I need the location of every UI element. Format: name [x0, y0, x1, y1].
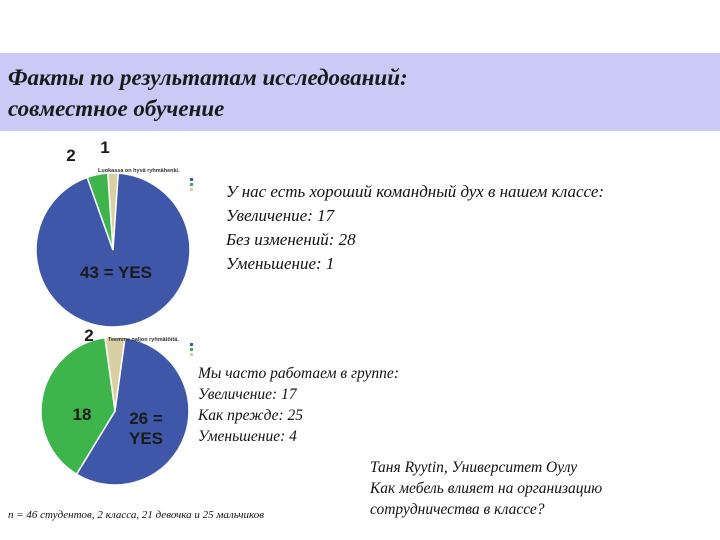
- chart2-slice-3: [40, 336, 116, 476]
- chart2-desc-line-1: Мы часто работаем в группе:: [198, 365, 399, 382]
- chart2-desc-line-2: Увеличение: 17: [198, 386, 297, 403]
- chart2-description: Мы часто работаем в группе: Увеличение: …: [198, 363, 399, 447]
- chart1-slice-label-2: 2: [66, 146, 75, 165]
- chart1-desc-line-1: У нас есть хороший командный дух в нашем…: [226, 182, 605, 201]
- sample-footnote: n = 46 студентов, 2 класса, 21 девочка и…: [8, 509, 265, 521]
- author-block: Таня Ryytin, Университет Оулу Как мебель…: [370, 457, 602, 520]
- chart2-desc-line-3: Как прежде: 25: [198, 407, 304, 424]
- chart2-slice-label-2: 18: [73, 405, 92, 424]
- chart1-description: У нас есть хороший командный дух в нашем…: [226, 180, 604, 276]
- chart2-slice-label-1: 26 = YES: [129, 409, 163, 448]
- chart1-desc-line-2: Увеличение: 17: [226, 206, 335, 225]
- author-line-2: Как мебель влияет на организацию: [370, 480, 603, 497]
- chart1-legend-swatch-1: [190, 178, 193, 181]
- chart1-slice-label-3: 1: [100, 138, 109, 157]
- chart2-legend-swatch-2: [190, 348, 193, 351]
- chart1-legend-swatch-2: [190, 183, 193, 186]
- chart2-desc-line-4: Уменьшение: 4: [198, 428, 297, 445]
- slide-title-line-2: совместное обучение: [8, 96, 225, 121]
- chart1-desc-line-4: Уменьшение: 1: [226, 254, 335, 273]
- chart2-legend-swatch-3: [190, 353, 193, 356]
- chart2-legend-swatch-1: [190, 343, 193, 346]
- chart1-slice-label-1: 43 = YES: [80, 263, 152, 282]
- chart1-title: Luokassa on hyvä ryhmähenki.: [98, 168, 180, 174]
- author-line-3: сотрудничества в классе?: [370, 501, 545, 518]
- chart2-title: Teemme paljon ryhmätöitä.: [108, 337, 179, 343]
- chart1-slice-3: [86, 172, 114, 251]
- title-band: Факты по результатам исследований: совме…: [0, 53, 720, 131]
- chart1-legend-swatch-3: [190, 188, 193, 191]
- chart1-desc-line-3: Без изменений: 28: [226, 230, 356, 249]
- author-line-1: Таня Ryytin, Университет Оулу: [370, 459, 578, 476]
- chart2-slice-2: [75, 336, 190, 486]
- chart2-slice-label-3: 2: [84, 326, 93, 345]
- slide-title-line-1: Факты по результатам исследований:: [8, 65, 408, 90]
